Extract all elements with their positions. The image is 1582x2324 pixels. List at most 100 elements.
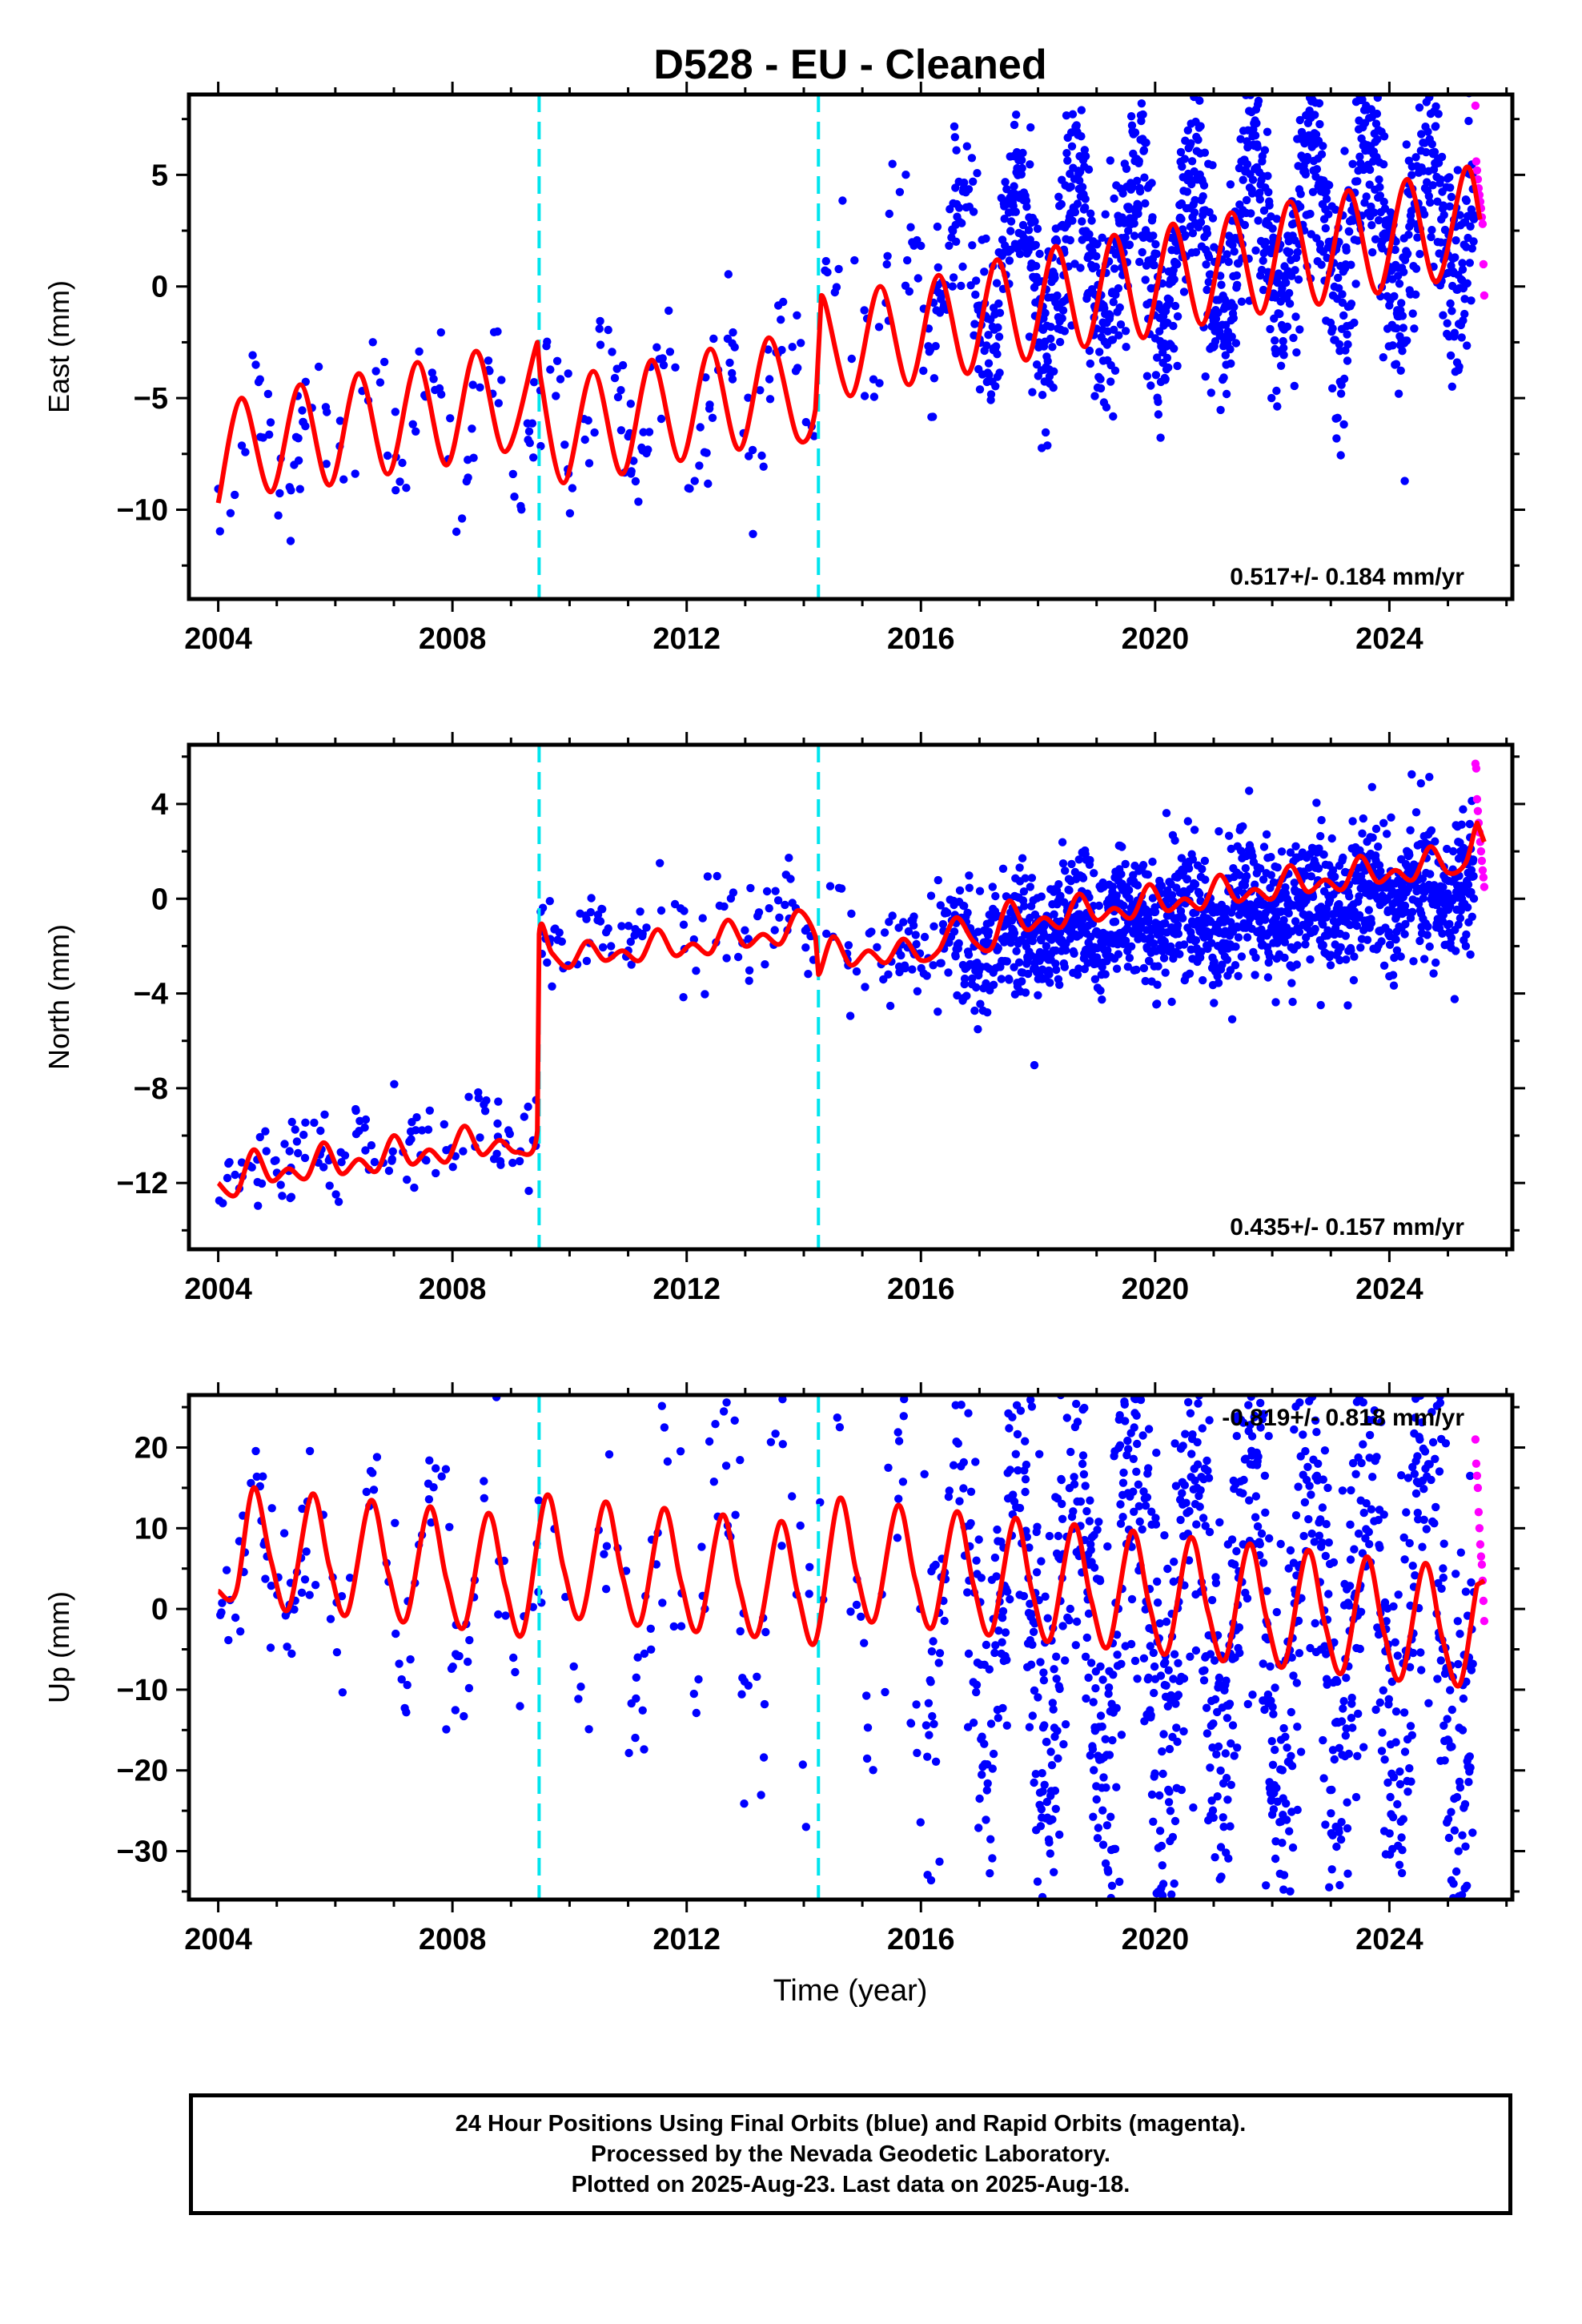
up-final-point — [1156, 1671, 1166, 1680]
east-final-point — [929, 412, 938, 421]
east-final-point — [375, 378, 385, 387]
north-final-point — [953, 991, 962, 1000]
east-final-point — [1455, 362, 1464, 372]
east-final-point — [1308, 187, 1318, 196]
up-final-point — [1211, 1695, 1220, 1704]
east-final-point — [1081, 195, 1090, 203]
north-final-point — [257, 1179, 267, 1188]
up-final-point — [1202, 1901, 1210, 1909]
east-final-point — [730, 343, 739, 352]
up-final-point — [757, 1791, 765, 1799]
north-final-point — [786, 875, 795, 883]
north-final-point — [1112, 964, 1122, 973]
up-final-point — [1047, 1761, 1057, 1770]
up-final-point — [1363, 1371, 1371, 1379]
up-final-point — [1286, 1887, 1295, 1896]
north-final-point — [390, 1080, 399, 1089]
up-final-point — [1153, 1577, 1162, 1586]
north-final-point — [991, 891, 1000, 901]
east-final-point — [952, 146, 961, 155]
up-final-point — [1299, 1531, 1308, 1541]
east-final-point — [1259, 206, 1269, 215]
up-final-point — [986, 1915, 994, 1923]
east-final-point — [1420, 85, 1428, 93]
east-final-point — [972, 276, 981, 285]
east-final-point — [1180, 155, 1190, 163]
north-final-point — [1456, 914, 1465, 923]
up-final-point — [1138, 1328, 1146, 1336]
up-final-point — [569, 1662, 578, 1671]
east-final-point — [335, 416, 345, 425]
north-final-point — [1114, 950, 1123, 959]
up-final-point — [1328, 1936, 1336, 1944]
up-final-point — [1078, 1459, 1087, 1469]
north-final-point — [1150, 939, 1158, 948]
east-final-point — [580, 435, 589, 444]
up-final-point — [1310, 1281, 1318, 1289]
up-final-point — [1291, 1511, 1301, 1520]
up-final-point — [898, 1478, 908, 1486]
east-final-point — [1353, 236, 1363, 245]
up-final-point — [711, 1420, 720, 1429]
east-final-point — [1402, 140, 1411, 149]
up-final-point — [1104, 1689, 1113, 1699]
east-final-point — [1026, 235, 1035, 244]
east-final-point — [351, 469, 359, 478]
up-final-point — [969, 1719, 978, 1727]
east-final-point — [1345, 227, 1354, 236]
north-final-point — [1407, 770, 1416, 779]
east-final-point — [1334, 273, 1343, 283]
east-final-point — [759, 462, 768, 471]
north-final-point — [1096, 986, 1105, 995]
east-final-point — [1141, 275, 1150, 284]
up-final-point — [1359, 1440, 1367, 1449]
east-final-point — [1343, 340, 1352, 349]
east-final-point — [962, 142, 972, 151]
east-final-point — [1411, 264, 1421, 273]
east-final-point — [882, 259, 891, 269]
up-final-point — [1316, 1515, 1325, 1524]
up-final-point — [406, 1655, 415, 1664]
up-final-point — [1070, 1332, 1078, 1340]
east-final-point — [1410, 79, 1418, 87]
east-final-point — [1188, 229, 1198, 238]
east-final-point — [1187, 157, 1197, 166]
east-final-point — [1196, 122, 1205, 131]
up-final-point — [1167, 1890, 1176, 1899]
up-final-point — [1102, 1821, 1112, 1830]
east-final-point — [656, 414, 666, 424]
east-final-point — [1138, 110, 1147, 119]
up-final-point — [1050, 1786, 1060, 1795]
up-final-point — [362, 1487, 371, 1497]
up-final-point — [1278, 1766, 1287, 1775]
up-final-point — [1084, 1609, 1094, 1618]
up-final-point — [1107, 1881, 1117, 1890]
up-final-point — [1219, 1823, 1228, 1831]
north-final-point — [1450, 995, 1460, 1003]
east-final-point — [1109, 412, 1118, 421]
north-final-point — [412, 1113, 421, 1122]
up-final-point — [604, 1449, 614, 1459]
up-final-point — [931, 1560, 940, 1570]
east-final-point — [1467, 296, 1476, 305]
east-final-point — [1106, 377, 1115, 386]
east-final-point — [883, 251, 892, 260]
up-final-point — [920, 1470, 929, 1479]
up-final-point — [1022, 1374, 1030, 1382]
north-final-point — [287, 1192, 296, 1201]
up-final-point — [1108, 1735, 1117, 1745]
east-final-point — [992, 342, 1001, 351]
north-final-point — [1347, 946, 1355, 955]
up-final-point — [1216, 1843, 1226, 1852]
up-final-point — [1098, 1806, 1107, 1815]
up-final-point — [1138, 1265, 1146, 1273]
east-final-point — [779, 297, 788, 307]
up-final-point — [1037, 1805, 1046, 1814]
east-final-point — [1096, 384, 1106, 393]
up-final-point — [1152, 1448, 1161, 1458]
north-final-point — [1447, 933, 1456, 943]
east-final-point — [493, 327, 502, 336]
east-final-point — [1058, 306, 1068, 315]
up-final-point — [1354, 1529, 1363, 1538]
